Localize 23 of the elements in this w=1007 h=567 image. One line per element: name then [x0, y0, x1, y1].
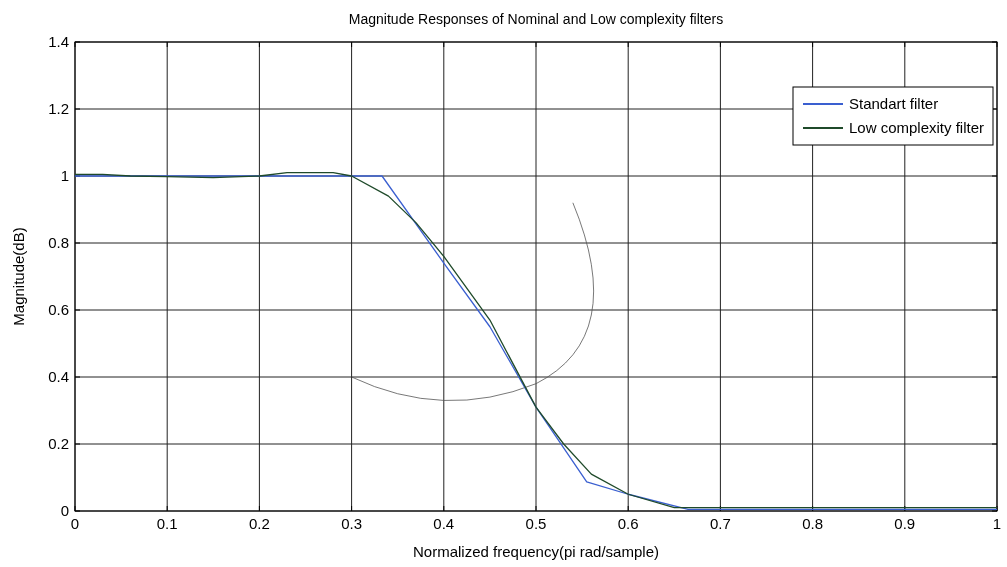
x-tick-label: 0.8	[802, 515, 824, 532]
y-tick-label: 0.6	[48, 301, 69, 318]
y-tick-label: 0.4	[48, 368, 69, 385]
y-tick-label: 0	[60, 502, 69, 519]
legend-label: Standart filter	[849, 95, 939, 112]
x-tick-label: 0.5	[525, 515, 547, 532]
y-tick-label: 1.4	[48, 33, 69, 50]
y-tick-label: 1.2	[48, 100, 69, 117]
x-tick-label: 0.9	[894, 515, 916, 532]
y-tick-label: 0.8	[48, 234, 69, 251]
x-tick-label: 0.7	[709, 515, 731, 532]
chart-title: Magnitude Responses of Nominal and Low complexity filters	[348, 11, 724, 27]
legend-label: Low complexity filter	[849, 119, 985, 136]
x-tick-label: 0.2	[248, 515, 270, 532]
y-tick-label: 0.2	[48, 435, 69, 452]
x-tick-label: 0.3	[341, 515, 363, 532]
x-tick-label: 0.1	[156, 515, 178, 532]
x-axis-title: Normalized frequency(pi rad/sample)	[413, 543, 659, 560]
x-tick-label: 0.6	[617, 515, 639, 532]
x-tick-label: 0.4	[433, 515, 455, 532]
x-tick-label: 1	[992, 515, 1002, 532]
y-tick-label: 1	[60, 167, 69, 184]
y-axis-title: Magnitude(dB)	[10, 227, 27, 326]
